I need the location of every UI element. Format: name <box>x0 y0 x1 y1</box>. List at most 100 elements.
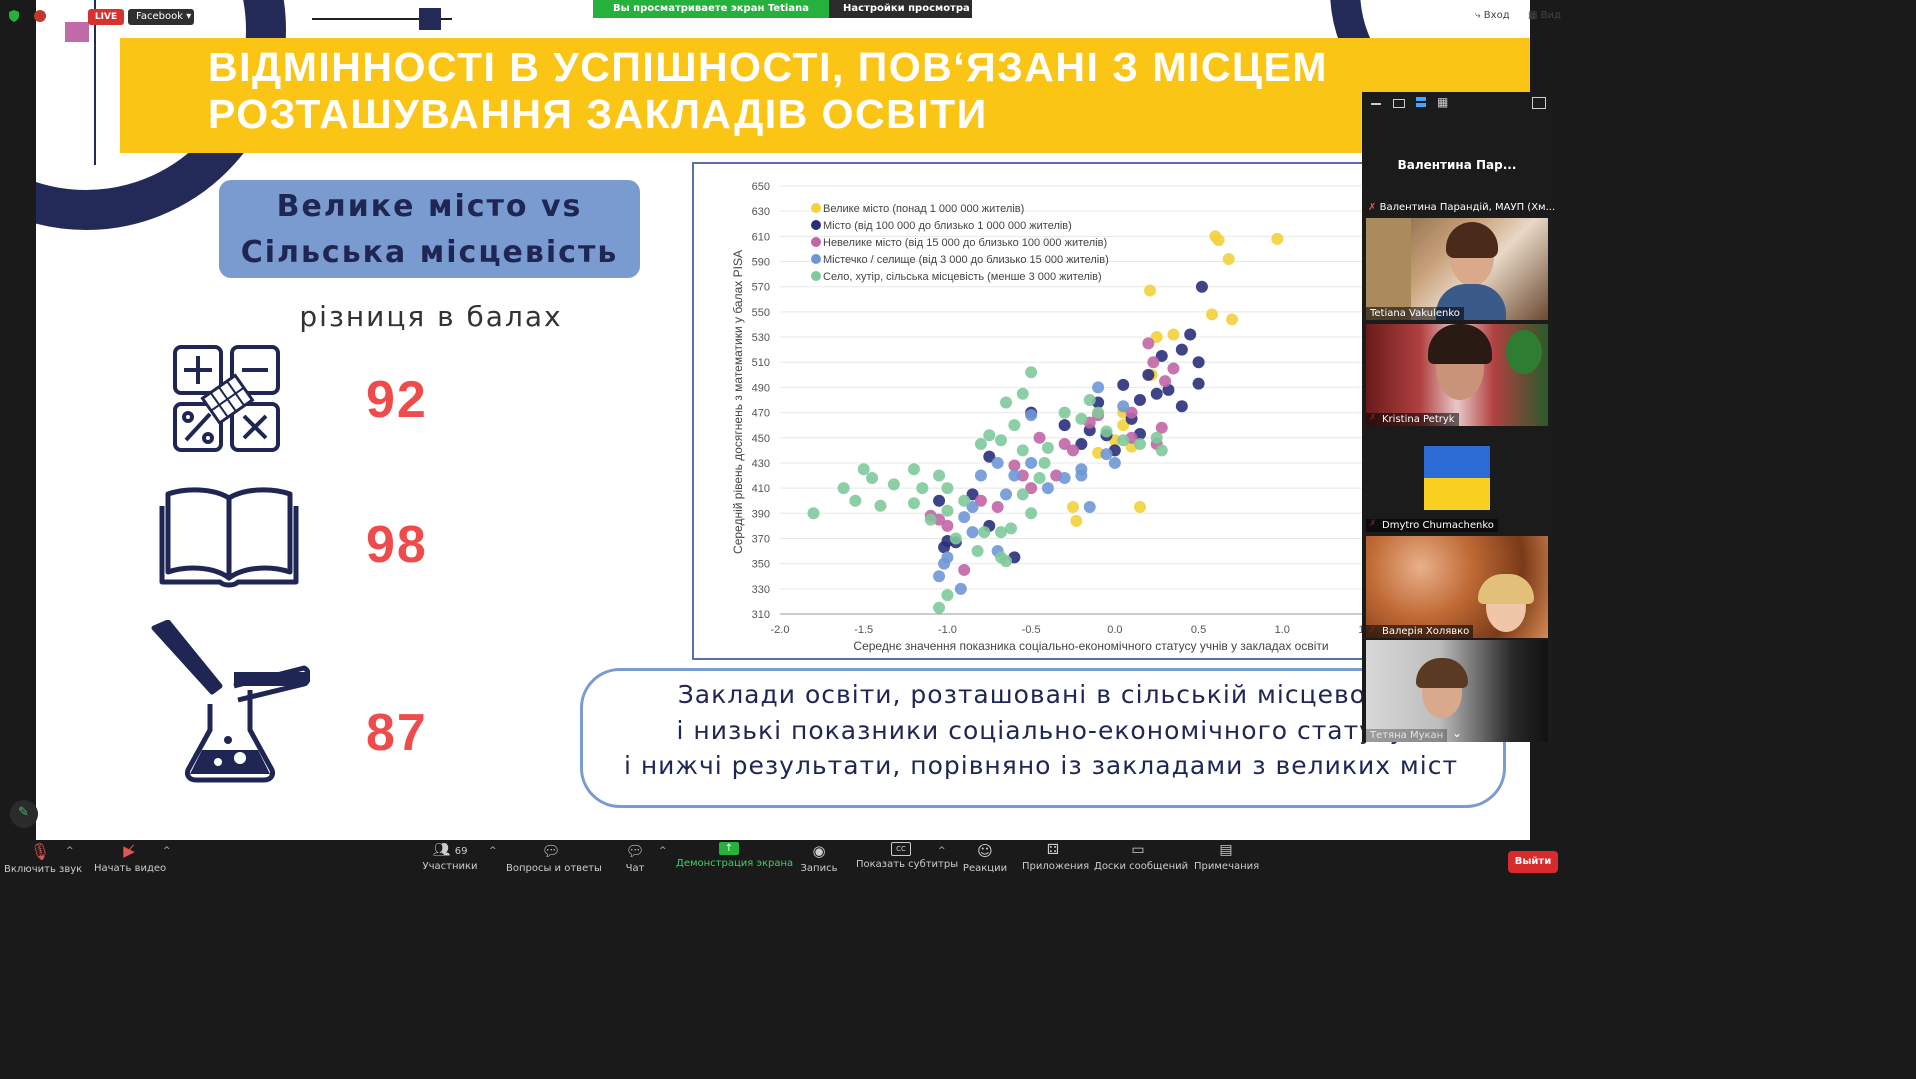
notes-icon: ▤ <box>1219 842 1233 858</box>
score-subtitle: різниця в балах <box>299 300 563 333</box>
video-tile-tetiana[interactable]: Tetiana Vakulenko <box>1366 218 1548 320</box>
view-button[interactable]: ▦ Вид <box>1528 10 1561 21</box>
callout-line2: і низькі показники соціально-економічног… <box>676 716 1406 745</box>
data-point <box>1100 448 1113 461</box>
y-tick-label: 430 <box>752 458 770 470</box>
leave-meeting-button[interactable]: Выйти <box>1508 851 1558 873</box>
screen-share-notice: Вы просматриваете экран Tetiana Vakulenk… <box>593 0 829 32</box>
data-point <box>1125 406 1138 419</box>
decorative-slider-knob <box>419 8 441 30</box>
minimize-icon[interactable] <box>1371 103 1381 105</box>
data-point <box>1175 343 1188 356</box>
enter-button[interactable]: ⤷ Вход <box>1475 10 1510 21</box>
data-point <box>978 526 991 539</box>
data-point <box>1008 419 1021 432</box>
captions-button[interactable]: CC Показать субтитры <box>856 842 958 870</box>
participants-options-chevron-icon[interactable]: ^ <box>489 846 497 856</box>
security-shield-icon[interactable] <box>8 10 20 22</box>
whiteboards-label: Доски сообщений <box>1094 861 1189 872</box>
start-video-label: Начать видео <box>94 863 167 874</box>
slide-title-line1: ВІДМІННОСТІ В УСПІШНОСТІ, ПОВ‘ЯЗАНІ З МІ… <box>208 44 1328 90</box>
video-tile-dmytro[interactable]: ✗ Dmytro Chumachenko <box>1366 430 1548 532</box>
participants-button[interactable]: 👥︎ 69 Участники <box>420 842 480 872</box>
participants-label: Участники <box>422 861 478 872</box>
unmute-button[interactable]: 🎙︎ Включить звук <box>4 842 82 875</box>
view-options-dropdown[interactable]: Настройки просмотра ⌄ <box>829 0 972 18</box>
annotate-button[interactable]: ✎ <box>10 800 38 828</box>
data-point <box>1058 438 1071 451</box>
enter-label: Вход <box>1483 10 1510 21</box>
reactions-label: Реакции <box>962 863 1008 874</box>
whiteboard-icon: ▭ <box>1131 842 1145 858</box>
data-point <box>1133 501 1146 513</box>
legend-marker <box>811 203 821 213</box>
gallery-view-icon[interactable]: ▦ <box>1437 95 1449 109</box>
video-options-chevron-icon[interactable]: ^ <box>163 846 171 856</box>
data-point <box>1000 555 1013 568</box>
chat-options-chevron-icon[interactable]: ^ <box>659 846 667 856</box>
data-point <box>1155 421 1168 434</box>
qa-button[interactable]: 💬︎ Вопросы и ответы <box>506 842 602 874</box>
data-point <box>1075 412 1088 425</box>
popout-icon[interactable] <box>1532 97 1546 109</box>
pill-line1: Велике місто vs <box>276 189 583 224</box>
scroll-down-chevron-icon[interactable]: ⌄ <box>1452 726 1463 740</box>
participant-name: Kristina Petryk <box>1366 413 1459 426</box>
single-view-icon[interactable] <box>1393 99 1405 108</box>
background-shelf <box>1366 218 1411 320</box>
video-tile-valeria[interactable]: ✗ Валерія Холявко <box>1366 536 1548 638</box>
data-point <box>1150 387 1163 400</box>
record-icon: ◉ <box>812 842 826 860</box>
data-point <box>1108 456 1121 469</box>
data-point <box>1167 328 1180 341</box>
data-point <box>974 438 987 451</box>
data-point <box>983 450 996 463</box>
notes-label: Примечания <box>1194 861 1260 872</box>
data-point <box>1159 375 1172 388</box>
data-point <box>954 582 967 595</box>
book-icon <box>158 484 300 594</box>
data-point <box>1150 331 1163 344</box>
data-point <box>938 557 951 570</box>
data-point <box>958 563 971 576</box>
whiteboards-button[interactable]: ▭ Доски сообщений <box>1094 842 1189 872</box>
reactions-button[interactable]: ☺ Реакции <box>962 842 1008 874</box>
x-tick-label: 0.0 <box>1107 624 1122 636</box>
facebook-label: Facebook <box>136 11 183 22</box>
data-point <box>1033 472 1046 485</box>
live-badge[interactable]: LIVE <box>88 9 124 25</box>
y-tick-label: 390 <box>752 508 770 520</box>
audio-options-chevron-icon[interactable]: ^ <box>66 846 74 856</box>
legend-marker <box>811 271 821 281</box>
participants-icon: 👥︎ 69 <box>432 842 468 858</box>
notes-button[interactable]: ▤ Примечания <box>1194 842 1260 872</box>
share-screen-button[interactable]: ↑ Демонстрация экрана <box>676 842 793 869</box>
video-tile-tetiana-mukan[interactable]: Тетяна Мукан ⌄ <box>1366 640 1548 742</box>
facebook-stream-dropdown[interactable]: Facebook ▾ <box>128 9 194 25</box>
data-point <box>1192 356 1205 369</box>
shared-screen-slide: ВІДМІННОСТІ В УСПІШНОСТІ, ПОВ‘ЯЗАНІ З МІ… <box>36 0 1530 840</box>
record-indicator-icon[interactable] <box>34 10 46 22</box>
title-band <box>120 38 1530 153</box>
participant-name: Dmytro Chumachenko <box>1366 519 1498 532</box>
captions-options-chevron-icon[interactable]: ^ <box>938 846 946 856</box>
scatter-chart-svg: 650 630 610 590 570 550 530 510 490 470 450 430 410 3… <box>731 181 1374 653</box>
start-video-button[interactable]: ▶̸ Начать видео <box>94 842 167 874</box>
data-point <box>1092 381 1105 394</box>
participant-hair <box>1428 324 1492 364</box>
data-point <box>966 526 979 539</box>
data-point <box>966 488 979 501</box>
chat-button[interactable]: 💬︎ Чат <box>615 842 655 874</box>
data-point <box>995 526 1008 539</box>
participants-count: 69 <box>454 846 468 857</box>
legend-label: Містечко / селище (від 3 000 до близько … <box>823 254 1109 266</box>
apps-button[interactable]: ⚃ Приложения <box>1022 842 1089 872</box>
record-button[interactable]: ◉ Запись <box>798 842 840 874</box>
data-point <box>933 570 946 583</box>
data-point <box>971 545 984 558</box>
strip-view-icon[interactable] <box>1416 97 1426 107</box>
data-point <box>1016 488 1029 501</box>
video-tile-kristina[interactable]: ✗ Kristina Petryk <box>1366 324 1548 426</box>
view-label: Вид <box>1540 10 1561 21</box>
data-point <box>974 469 987 482</box>
